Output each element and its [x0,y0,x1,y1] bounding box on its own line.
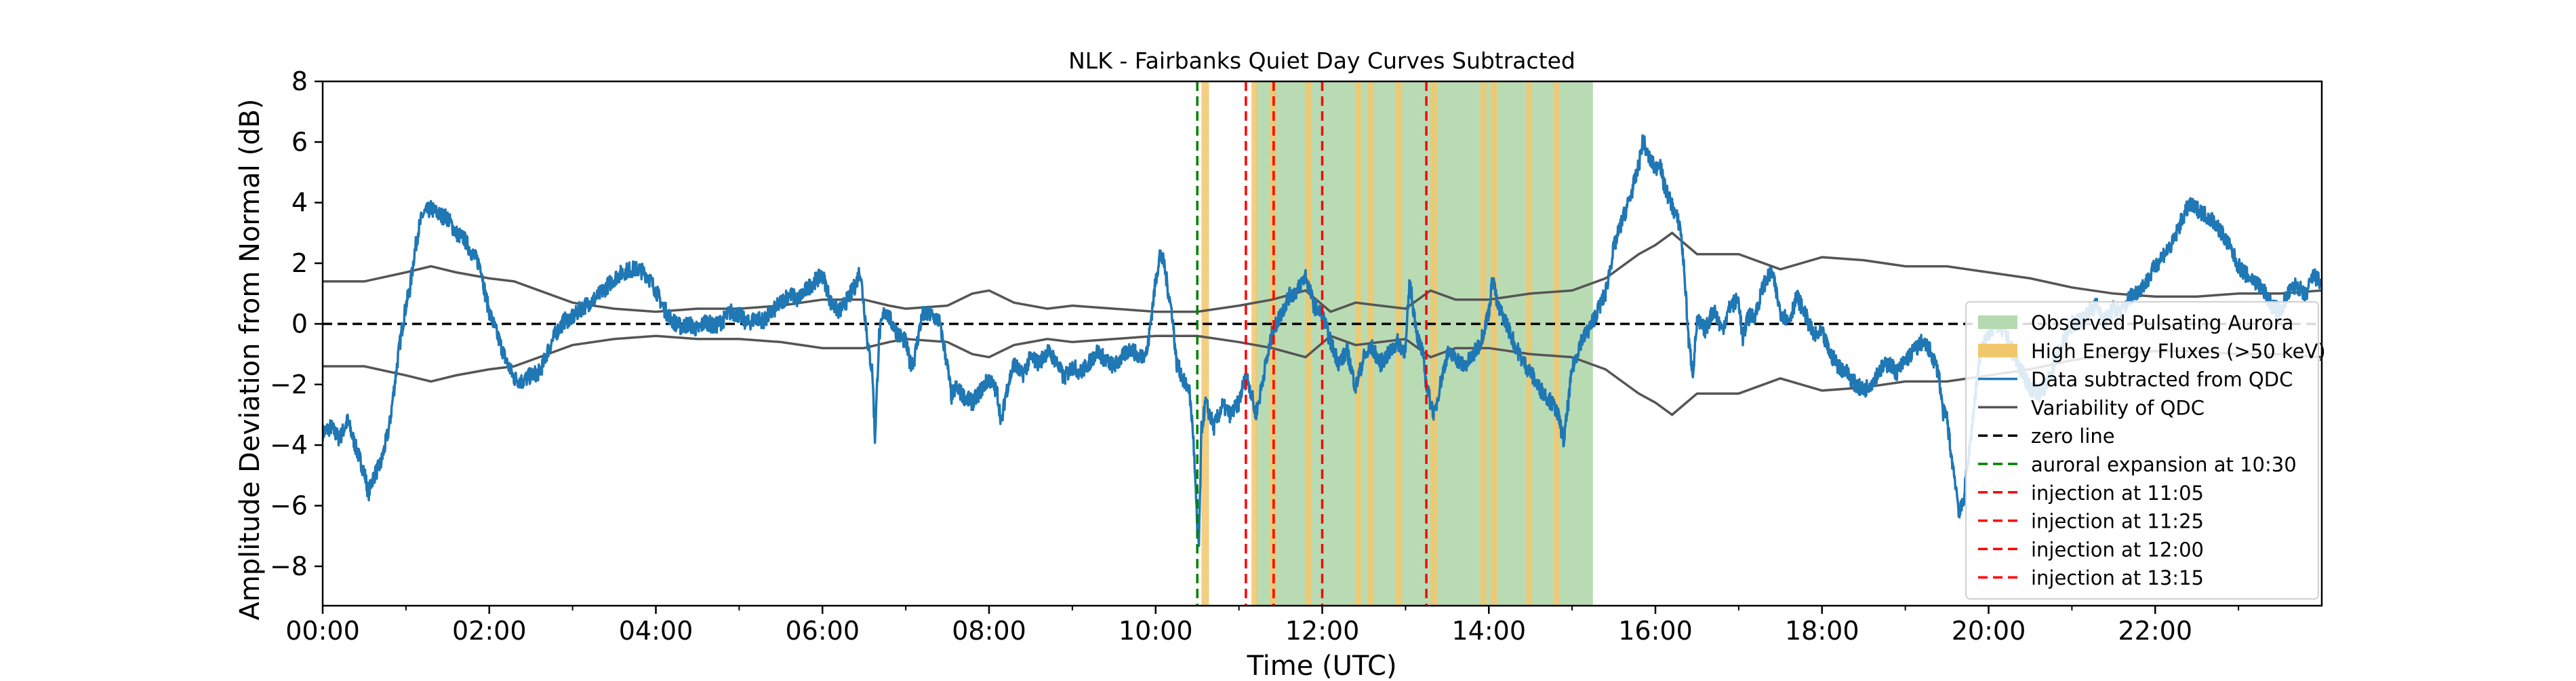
axes: 8 6 4 2 0 −2 −4 −6 −8 00:00 02:00 04:00 06:00 08:00 10… [270,66,2323,646]
high-energy-span [1490,81,1497,606]
legend-label: injection at 11:25 [2031,510,2204,533]
y-axis-label: Amplitude Deviation from Normal (dB) [235,98,266,620]
x-tick-label: 12:00 [1285,616,1360,646]
legend-label: zero line [2031,425,2115,448]
legend-label: Variability of QDC [2031,396,2205,419]
x-tick-label: 14:00 [1451,616,1526,646]
legend-label: injection at 12:00 [2031,538,2204,561]
y-tick-label: 8 [291,66,308,96]
x-tick-label: 10:00 [1119,616,1193,646]
high-energy-span [1554,81,1560,606]
x-tick-label: 08:00 [952,616,1026,646]
legend-box [1965,301,2319,600]
x-tick-label: 06:00 [785,616,860,646]
x-tick-label: 22:00 [2118,616,2192,646]
high-energy-span [1430,81,1438,606]
y-tick-label: −2 [270,370,308,400]
plot-area [323,81,2322,606]
x-tick-label: 04:00 [619,616,693,646]
legend-label: injection at 11:05 [2031,482,2204,505]
chart-title: NLK - Fairbanks Quiet Day Curves Subtrac… [1068,47,1575,74]
y-tick-label: 6 [291,127,308,157]
legend-label: High Energy Fluxes (>50 keV) [2031,340,2326,363]
pulsating-aurora-span [1255,81,1593,606]
x-tick-label: 02:00 [452,616,527,646]
y-tick-label: 4 [291,188,308,218]
y-tick-label: −8 [270,551,308,581]
legend-label: Observed Pulsating Aurora [2031,311,2293,334]
high-energy-span [1251,81,1257,606]
high-energy-span [1201,81,1209,606]
plot-inner [323,81,2322,606]
legend-label: injection at 13:15 [2031,566,2204,589]
y-tick-label: 2 [291,248,308,278]
y-tick-label: −4 [270,430,308,460]
x-tick-label: 16:00 [1618,616,1693,646]
x-axis-label: Time (UTC) [1246,650,1396,678]
x-tick-label: 00:00 [285,616,360,646]
legend: Observed Pulsating Aurora High Energy Flu… [1965,301,2326,600]
variability-lower-line [323,334,2322,416]
x-tick-label: 20:00 [1952,616,2026,646]
legend-label: Data subtracted from QDC [2031,368,2293,391]
y-tick-label: 0 [291,309,308,338]
high-energy-span [1305,81,1312,606]
legend-swatch [1978,315,2017,329]
y-tick-label: −6 [270,491,308,521]
legend-swatch [1978,343,2017,357]
legend-label: auroral expansion at 10:30 [2031,453,2297,476]
x-tick-label: 18:00 [1785,616,1859,646]
high-energy-span [1526,81,1533,606]
